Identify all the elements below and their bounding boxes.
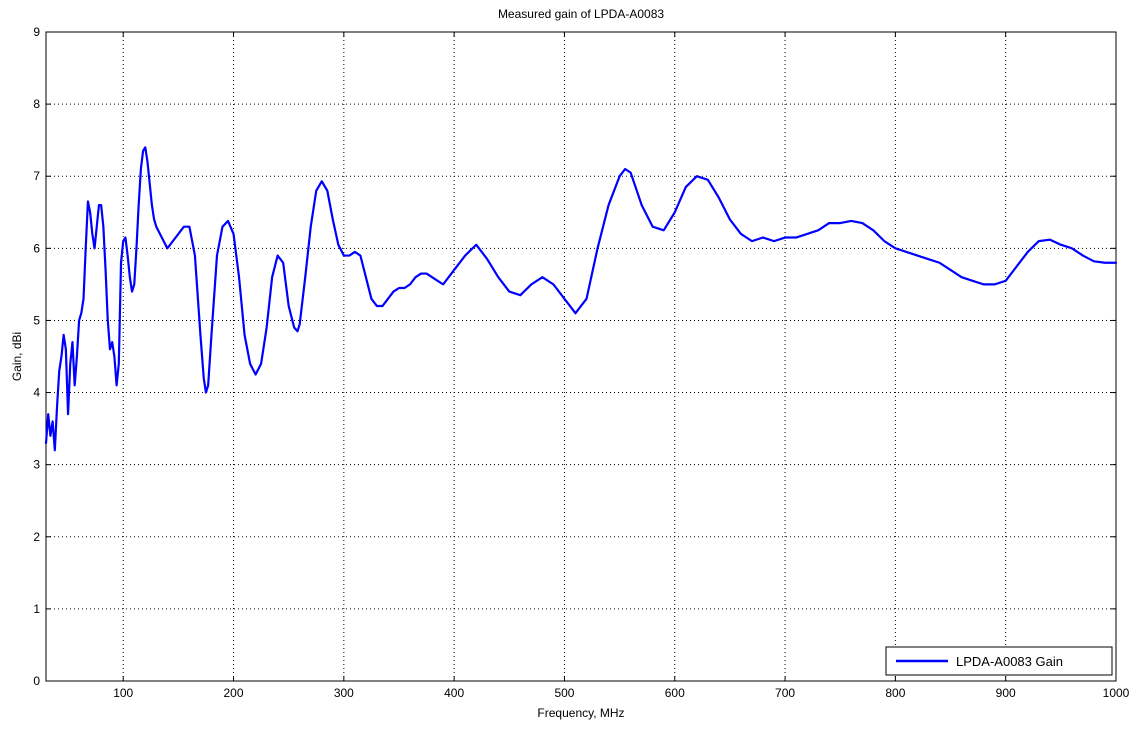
x-tick-label: 800 xyxy=(885,686,905,700)
tick-layer: 100 200 300 400 500 600 700 800 900 1000 0 1 2 3 4 5 6 7 8… xyxy=(33,25,1129,700)
x-tick-label: 1000 xyxy=(1103,686,1130,700)
y-tick-label: 1 xyxy=(33,602,40,616)
x-tick-label: 400 xyxy=(444,686,464,700)
y-tick-label: 3 xyxy=(33,458,40,472)
x-tick-label: 200 xyxy=(224,686,244,700)
series-layer xyxy=(44,146,1118,452)
x-tick-label: 100 xyxy=(113,686,133,700)
plot-frame xyxy=(45,31,1117,682)
chart-title: Measured gain of LPDA-A0083 xyxy=(498,7,664,21)
x-tick-label: 900 xyxy=(996,686,1016,700)
x-tick-label: 600 xyxy=(665,686,685,700)
y-tick-label: 7 xyxy=(33,169,40,183)
y-tick-label: 2 xyxy=(33,530,40,544)
y-tick-label: 0 xyxy=(33,674,40,688)
x-tick-label: 700 xyxy=(775,686,795,700)
y-axis-title: Gain, dBi xyxy=(10,332,24,381)
y-tick-label: 4 xyxy=(33,386,40,400)
grid-layer xyxy=(46,32,1116,681)
legend: LPDA-A0083 Gain xyxy=(885,646,1113,676)
x-tick-label: 300 xyxy=(334,686,354,700)
legend-label: LPDA-A0083 Gain xyxy=(956,654,1063,669)
y-tick-label: 9 xyxy=(33,25,40,39)
series-line-0 xyxy=(44,146,1118,452)
x-axis-title: Frequency, MHz xyxy=(537,706,624,720)
y-tick-label: 8 xyxy=(33,97,40,111)
y-tick-label: 6 xyxy=(33,241,40,255)
x-tick-label: 500 xyxy=(554,686,574,700)
y-tick-label: 5 xyxy=(33,313,40,327)
